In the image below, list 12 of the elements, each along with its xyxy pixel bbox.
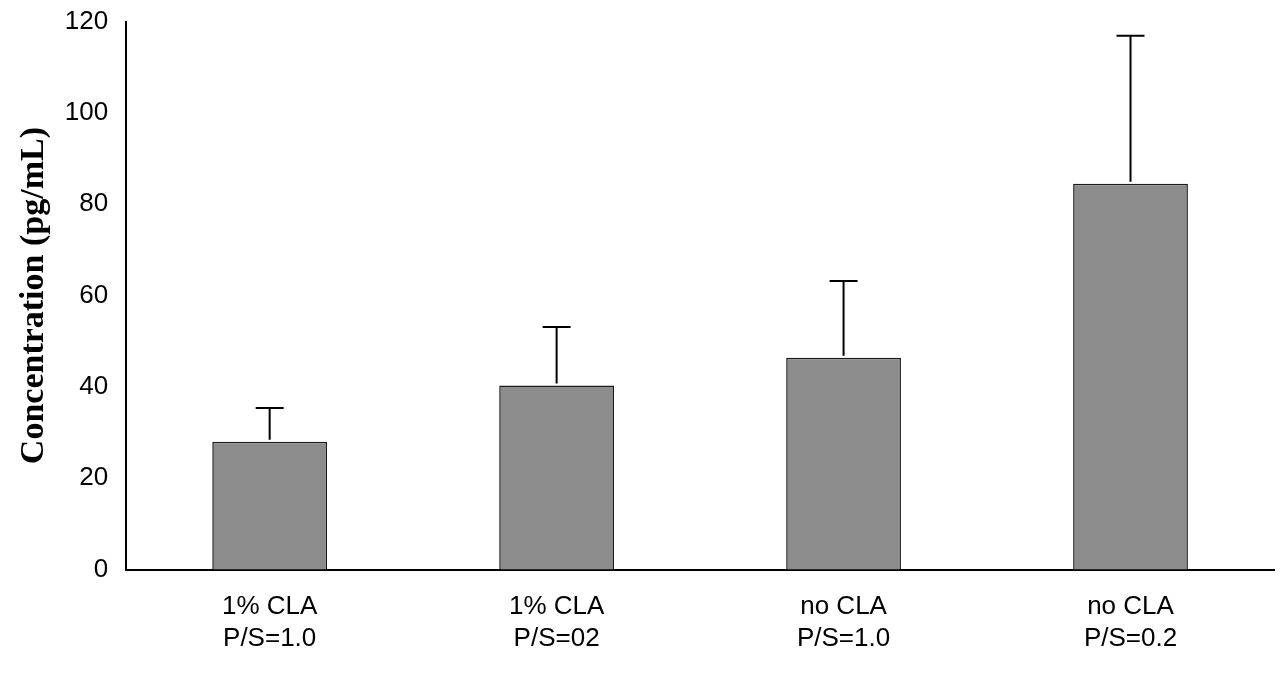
x-tick-label: no CLA P/S=1.0 (796, 590, 891, 652)
y-tick-label: 120 (64, 4, 109, 35)
y-tick-label: 60 (79, 278, 109, 309)
x-tick-label: 1% CLA P/S=02 (508, 590, 605, 652)
y-tick-label: 100 (64, 96, 109, 127)
x-tick-label: 1% CLA P/S=1.0 (221, 590, 318, 652)
x-tick-label: no CLA P/S=0.2 (1083, 590, 1178, 652)
y-tick-label: 40 (79, 370, 109, 401)
y-tick-label: 80 (79, 187, 109, 218)
y-axis-title: Concentration (pg/mL) (13, 127, 52, 465)
y-tick-label: 0 (93, 552, 109, 583)
y-tick-label: 20 (79, 461, 109, 492)
